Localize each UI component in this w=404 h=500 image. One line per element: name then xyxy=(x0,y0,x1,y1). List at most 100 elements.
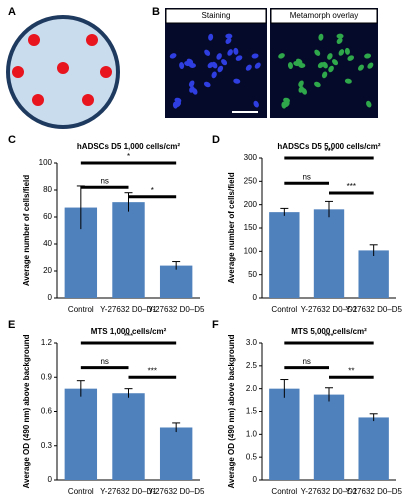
y-tick-label: 0 xyxy=(253,293,258,302)
caption: Metamorph overlay xyxy=(290,11,358,20)
cell xyxy=(186,58,194,65)
cell xyxy=(225,33,233,39)
cell xyxy=(366,100,372,108)
cell xyxy=(321,71,328,79)
cell xyxy=(207,62,214,69)
panel-label: E xyxy=(8,319,15,331)
significance-label: *** xyxy=(124,332,133,341)
significance-label: * xyxy=(151,186,154,195)
y-tick-label: 100 xyxy=(244,246,258,255)
y-axis-label: Average number of cells/field xyxy=(227,172,236,283)
y-tick-label: 250 xyxy=(244,176,258,185)
cell xyxy=(253,100,259,108)
bar xyxy=(358,417,389,480)
cell xyxy=(314,81,321,88)
caption-box xyxy=(165,8,267,24)
y-tick-label: 0 xyxy=(48,475,53,484)
cell xyxy=(233,78,241,84)
cell xyxy=(317,62,325,69)
bar xyxy=(112,393,145,480)
cell xyxy=(328,65,334,73)
cell xyxy=(332,59,339,66)
y-tick-label: 100 xyxy=(39,158,53,167)
significance-label: ** xyxy=(348,366,354,375)
cell xyxy=(364,53,372,59)
cells xyxy=(169,33,374,109)
x-tick-label: Y-27632 D0–D5 xyxy=(148,305,205,314)
x-tick-label: Y-27632 D0–D5 xyxy=(148,487,205,496)
cell xyxy=(254,62,261,69)
cell xyxy=(278,53,285,59)
significance-label: ns xyxy=(302,172,310,181)
cell xyxy=(338,49,345,56)
x-tick-label: Y-27632 D0–D5 xyxy=(345,487,402,496)
cell xyxy=(169,53,177,59)
cell xyxy=(298,80,304,88)
y-tick-label: 60 xyxy=(43,212,52,221)
y-tick-label: 200 xyxy=(244,200,258,209)
panel-label: B xyxy=(152,6,160,18)
cell xyxy=(314,49,321,56)
cell xyxy=(318,33,324,41)
bar xyxy=(358,250,389,298)
cell xyxy=(208,33,214,41)
cell xyxy=(211,71,217,79)
cell xyxy=(367,62,374,69)
cell xyxy=(203,81,211,88)
y-tick-label: 0 xyxy=(253,475,258,484)
significance-label: *** xyxy=(324,332,333,341)
cell xyxy=(327,53,333,60)
y-tick-label: 50 xyxy=(248,270,257,279)
x-tick-label: Control xyxy=(271,487,297,496)
y-tick-label: 0.6 xyxy=(41,407,53,416)
caption: Staining xyxy=(202,11,231,20)
significance-label: *** xyxy=(347,182,356,191)
cell xyxy=(251,53,259,59)
bar xyxy=(159,265,193,298)
significance-label: *** xyxy=(148,366,157,375)
cell xyxy=(235,55,243,61)
bar xyxy=(159,427,193,480)
bar xyxy=(269,212,300,298)
cell xyxy=(301,87,307,95)
y-axis-label: Average OD (490 nm) above background xyxy=(22,334,31,488)
cell xyxy=(344,78,352,84)
y-tick-label: 0.9 xyxy=(41,372,53,381)
bar xyxy=(313,394,345,480)
y-tick-label: 0.3 xyxy=(41,441,53,450)
cell xyxy=(233,47,239,55)
chart-title: hADSCs D5 5,000 cells/cm² xyxy=(277,142,380,151)
panel-label: C xyxy=(8,134,16,146)
cell xyxy=(225,37,232,45)
y-axis-label: Average number of cells/field xyxy=(22,175,31,286)
x-tick-label: Y-27632 D0–D1 xyxy=(100,305,157,314)
x-tick-label: Y-27632 D0–D1 xyxy=(100,487,157,496)
bar xyxy=(112,202,145,298)
cell xyxy=(192,87,198,95)
y-tick-label: 0 xyxy=(48,293,53,302)
caption-box xyxy=(270,8,378,24)
y-tick-label: 3.0 xyxy=(246,338,258,347)
x-tick-label: Control xyxy=(271,305,297,314)
cell xyxy=(336,33,344,39)
significance-label: ns xyxy=(100,357,108,366)
panel-label: F xyxy=(212,319,219,331)
cell xyxy=(245,64,252,71)
y-tick-label: 2.0 xyxy=(246,384,258,393)
significance-label: ns xyxy=(302,357,310,366)
bar xyxy=(64,388,98,480)
chart-title: MTS 5,000 cells/cm² xyxy=(291,327,367,336)
scale-bar xyxy=(232,111,258,113)
x-tick-label: Control xyxy=(68,305,94,314)
y-tick-label: 1.2 xyxy=(41,338,53,347)
y-tick-label: 0.5 xyxy=(246,452,258,461)
cell xyxy=(227,49,233,56)
x-tick-label: Control xyxy=(68,487,94,496)
cell xyxy=(357,64,364,71)
panel-label: A xyxy=(8,6,16,18)
y-tick-label: 80 xyxy=(43,185,52,194)
significance-label: ns xyxy=(100,176,108,185)
dots xyxy=(12,34,112,106)
y-tick-label: 20 xyxy=(43,266,52,275)
